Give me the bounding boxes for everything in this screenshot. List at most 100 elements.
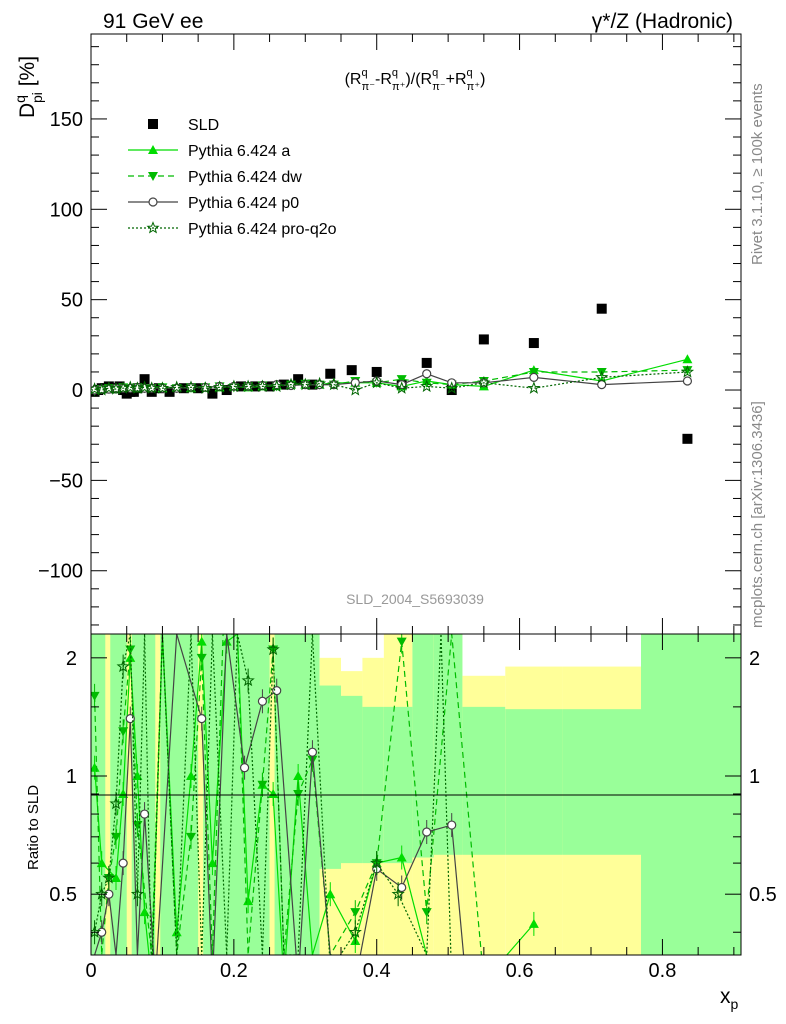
- ratio-band-stat: [433, 634, 463, 855]
- main-title: (Rq π⁻-Rq π⁺)/(Rq π⁻+Rq π⁺): [345, 67, 486, 93]
- ratio-band-stat: [319, 685, 341, 869]
- legend-label: SLD: [188, 117, 219, 134]
- ratio-point: [421, 908, 432, 918]
- ratio-point: [370, 856, 384, 869]
- ratio-band-stat: [562, 709, 641, 855]
- main-ytick-label: 0: [72, 380, 83, 402]
- legend-marker: [148, 197, 158, 207]
- rivet-label: Rivet 3.1.10, ≥ 100k events: [749, 83, 766, 265]
- main-point: [346, 365, 357, 376]
- legend-marker: [148, 119, 158, 129]
- ratio-ytick-label: 1: [66, 766, 77, 788]
- ratio-point: [350, 908, 361, 918]
- ratio-ytick-label: 2: [66, 648, 77, 670]
- main-point: [212, 380, 227, 393]
- main-point: [680, 365, 695, 378]
- legend-item: Pythia 6.424 a: [128, 143, 290, 160]
- ratio-ytick-label-right: 0.5: [749, 884, 777, 906]
- main-point: [312, 376, 327, 390]
- legend-label: Pythia 6.424 dw: [188, 169, 302, 186]
- ratio-point: [307, 747, 318, 757]
- ratio-point: [293, 789, 304, 799]
- ratio-point: [91, 762, 100, 772]
- main-ytick-label: −100: [38, 561, 83, 583]
- ratio-point: [396, 852, 407, 862]
- main-point: [137, 380, 152, 393]
- main-point: [348, 383, 362, 396]
- legend-label: Pythia 6.424 p0: [188, 195, 299, 212]
- ratio-point: [257, 780, 268, 790]
- ratio-band-stat: [505, 709, 563, 855]
- ratio-point: [348, 925, 362, 938]
- legend-marker: [148, 172, 158, 181]
- main-point: [255, 379, 270, 393]
- ratio-point: [391, 887, 405, 900]
- ratio-point: [171, 927, 182, 937]
- legend-label: Pythia 6.424 pro-q2o: [188, 221, 337, 238]
- legend-label: Pythia 6.424 a: [188, 143, 290, 160]
- ratio-series-1: [91, 634, 483, 955]
- ratio-point: [118, 858, 128, 868]
- ratio-band-stat: [412, 634, 434, 858]
- ratio-point: [111, 832, 121, 842]
- main-point: [478, 334, 489, 345]
- main-point: [420, 379, 434, 393]
- ratio-point: [102, 870, 116, 884]
- ratio-ytick-label-right: 1: [749, 766, 760, 788]
- ratio-lines: [91, 634, 539, 955]
- main-point: [327, 377, 341, 391]
- main-point: [207, 388, 218, 399]
- legend-marker: [148, 145, 158, 154]
- analysis-watermark: SLD_2004_S5693039: [346, 591, 484, 607]
- ratio-band-stat: [383, 706, 413, 864]
- legend-item: SLD: [148, 117, 219, 134]
- ratio-series-line: [94, 634, 452, 955]
- main-series-4: [91, 365, 695, 396]
- x-tick-label: 0.8: [649, 960, 677, 982]
- ratio-series-line: [94, 634, 483, 955]
- ratio-point: [91, 691, 100, 701]
- ratio-ytick-label-right: 2: [749, 648, 760, 670]
- main-point: [91, 382, 102, 395]
- ratio-point: [111, 872, 121, 882]
- main-ytick-label: 50: [61, 290, 83, 312]
- ratio-point: [268, 788, 279, 798]
- main-point: [682, 366, 693, 376]
- ratio-series-2: [94, 634, 465, 955]
- ratio-point: [197, 714, 207, 724]
- ratio-point: [447, 820, 457, 830]
- main-point: [370, 375, 384, 389]
- main-point: [123, 380, 137, 393]
- main-ylabel: Dqpi [%]: [12, 56, 45, 118]
- main-point: [396, 375, 407, 385]
- ratio-point: [239, 763, 250, 773]
- main-ytick-label: −50: [49, 470, 83, 492]
- ratio-point: [528, 918, 539, 928]
- ratio-point: [396, 637, 407, 647]
- ratio-band-stat: [341, 695, 363, 864]
- ratio-point: [118, 788, 129, 798]
- ratio-point: [116, 659, 130, 673]
- main-point: [421, 357, 432, 368]
- svg-text:Dqpi [%]: Dqpi [%]: [12, 56, 45, 118]
- x-tick-label: 0: [85, 960, 96, 982]
- ratio-point: [95, 887, 109, 900]
- ratio-point: [422, 827, 432, 837]
- main-point: [422, 369, 432, 379]
- x-tick-label: 0.6: [506, 960, 534, 982]
- main-point: [221, 385, 232, 396]
- legend-item: Pythia 6.424 pro-q2o: [128, 221, 337, 238]
- ratio-axes: 0.5 0.5 1 1 2 2 0 0.2 0.4 0.6 0.8: [49, 634, 777, 982]
- main-point: [477, 375, 491, 389]
- ratio-series-3: [91, 634, 452, 955]
- main-point: [198, 381, 212, 394]
- ratio-point: [196, 653, 207, 663]
- ratio-point: [243, 896, 254, 906]
- main-point: [445, 381, 459, 394]
- ratio-band-stat: [362, 706, 384, 864]
- main-point: [682, 433, 693, 444]
- ratio-point: [325, 889, 336, 899]
- ratio-point: [91, 925, 102, 938]
- main-point: [421, 378, 432, 388]
